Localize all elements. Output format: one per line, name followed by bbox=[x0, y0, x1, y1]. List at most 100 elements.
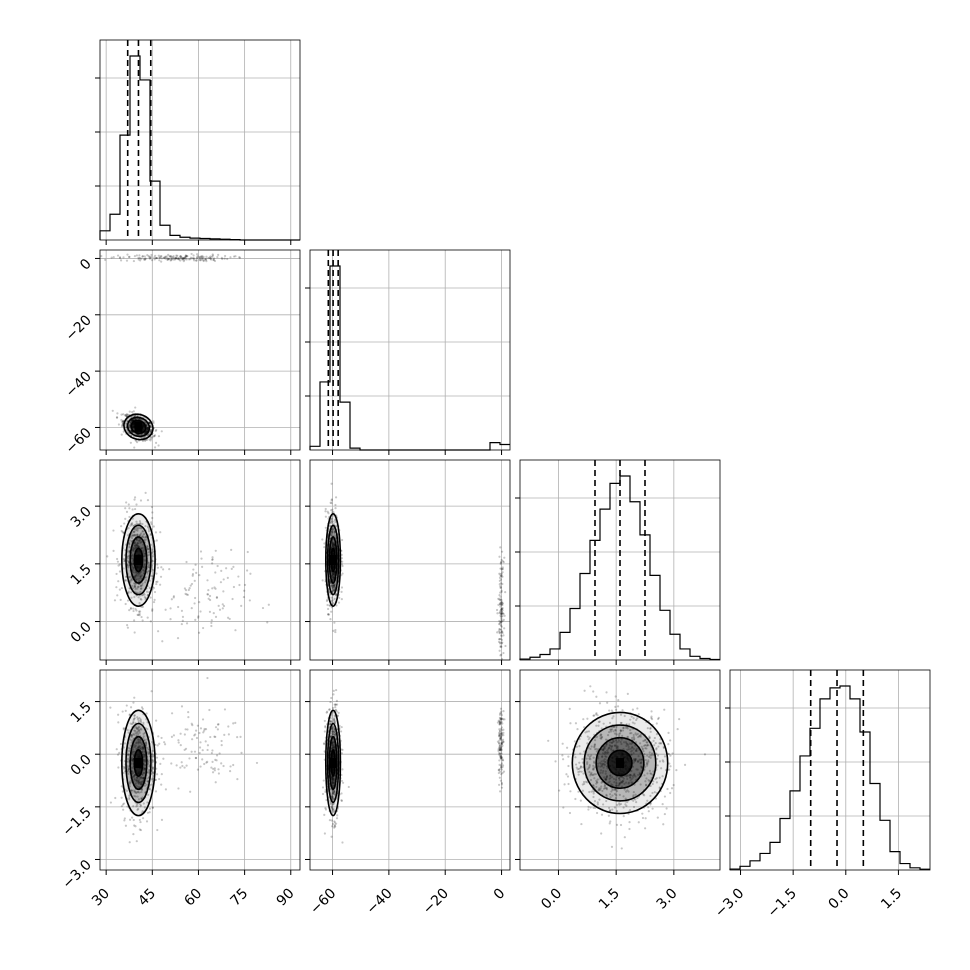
scatter-point bbox=[340, 597, 343, 601]
scatter-point bbox=[139, 597, 142, 600]
scatter-point bbox=[139, 572, 142, 575]
scatter-point bbox=[629, 750, 633, 753]
scatter-point bbox=[499, 736, 502, 739]
scatter-point bbox=[618, 782, 621, 785]
scatter-point bbox=[127, 590, 130, 593]
x-tick-label-2-0: 0.0 bbox=[538, 886, 565, 913]
scatter-point bbox=[622, 814, 625, 818]
scatter-point bbox=[619, 802, 623, 806]
scatter-point bbox=[214, 735, 217, 739]
scatter-point bbox=[499, 712, 502, 715]
scatter-point bbox=[596, 781, 599, 784]
scatter-point bbox=[203, 762, 206, 766]
scatter-point bbox=[135, 726, 139, 730]
scatter-point bbox=[203, 727, 206, 731]
scatter-point bbox=[124, 824, 128, 827]
scatter-point bbox=[604, 778, 607, 781]
scatter-point bbox=[112, 549, 115, 553]
scatter-point bbox=[145, 430, 148, 433]
scatter-point bbox=[595, 712, 598, 715]
scatter-point bbox=[331, 803, 335, 806]
scatter-point bbox=[595, 779, 598, 782]
scatter-point bbox=[146, 426, 149, 430]
scatter-panel-0-3-points bbox=[109, 670, 259, 844]
scatter-point bbox=[334, 496, 338, 499]
scatter-point bbox=[182, 257, 185, 260]
scatter-point bbox=[126, 766, 129, 769]
scatter-point bbox=[216, 728, 219, 731]
scatter-point bbox=[138, 828, 141, 831]
scatter-point bbox=[501, 614, 504, 618]
scatter-point bbox=[141, 428, 145, 431]
scatter-point bbox=[122, 557, 125, 561]
scatter-point bbox=[137, 596, 140, 599]
scatter-point bbox=[191, 256, 194, 260]
scatter-point bbox=[630, 746, 634, 749]
x-tick-label-1-0: −60 bbox=[307, 886, 339, 918]
scatter-point bbox=[600, 832, 603, 835]
scatter-point bbox=[137, 781, 140, 784]
scatter-point bbox=[144, 740, 148, 744]
scatter-point bbox=[120, 418, 123, 422]
scatter-point bbox=[501, 607, 504, 610]
scatter-point bbox=[135, 778, 138, 782]
scatter-point bbox=[602, 747, 605, 750]
scatter-point bbox=[131, 587, 135, 590]
scatter-point bbox=[331, 778, 335, 781]
scatter-point bbox=[122, 727, 125, 730]
scatter-point bbox=[151, 516, 154, 520]
scatter-point bbox=[500, 732, 503, 735]
scatter-point bbox=[223, 708, 227, 711]
scatter-point bbox=[618, 734, 621, 738]
scatter-point bbox=[139, 575, 143, 578]
scatter-point bbox=[142, 777, 145, 780]
x-tick-label-3-0: −3.0 bbox=[712, 886, 747, 921]
scatter-point bbox=[649, 803, 652, 806]
scatter-point bbox=[599, 733, 603, 736]
scatter-point bbox=[155, 572, 158, 575]
scatter-point bbox=[500, 608, 503, 611]
scatter-point bbox=[498, 783, 501, 786]
scatter-point bbox=[324, 507, 327, 511]
scatter-point bbox=[333, 826, 336, 829]
scatter-point bbox=[605, 788, 609, 791]
scatter-point bbox=[240, 751, 243, 754]
scatter-point bbox=[144, 430, 148, 433]
density-peak bbox=[616, 757, 624, 768]
scatter-point bbox=[499, 561, 503, 564]
scatter-point bbox=[141, 776, 145, 780]
scatter-point bbox=[605, 744, 608, 747]
scatter-point bbox=[162, 256, 166, 260]
scatter-point bbox=[331, 825, 334, 828]
scatter-point bbox=[184, 254, 187, 257]
scatter-point bbox=[136, 533, 139, 536]
scatter-point bbox=[647, 759, 650, 762]
scatter-point bbox=[117, 713, 120, 716]
scatter-point bbox=[232, 565, 235, 568]
scatter-point bbox=[608, 806, 611, 810]
scatter-point bbox=[131, 766, 134, 769]
scatter-point bbox=[141, 746, 144, 749]
scatter-point bbox=[149, 596, 152, 599]
scatter-point bbox=[223, 257, 226, 260]
scatter-point bbox=[574, 722, 578, 725]
scatter-point bbox=[499, 621, 503, 624]
scatter-point bbox=[148, 421, 151, 425]
scatter-point bbox=[238, 256, 242, 259]
scatter-point bbox=[323, 542, 326, 545]
scatter-point bbox=[151, 555, 155, 558]
scatter-point bbox=[626, 748, 629, 751]
scatter-point bbox=[205, 258, 208, 261]
scatter-point bbox=[115, 572, 118, 576]
scatter-point bbox=[135, 791, 138, 794]
scatter-point bbox=[584, 780, 588, 783]
scatter-point bbox=[220, 744, 223, 747]
scatter-point bbox=[632, 733, 635, 737]
scatter-point bbox=[136, 575, 139, 578]
scatter-point bbox=[612, 749, 615, 752]
scatter-point bbox=[159, 583, 162, 586]
scatter-point bbox=[134, 726, 138, 729]
scatter-point bbox=[136, 718, 140, 721]
scatter-point bbox=[172, 596, 175, 599]
scatter-point bbox=[179, 732, 182, 735]
